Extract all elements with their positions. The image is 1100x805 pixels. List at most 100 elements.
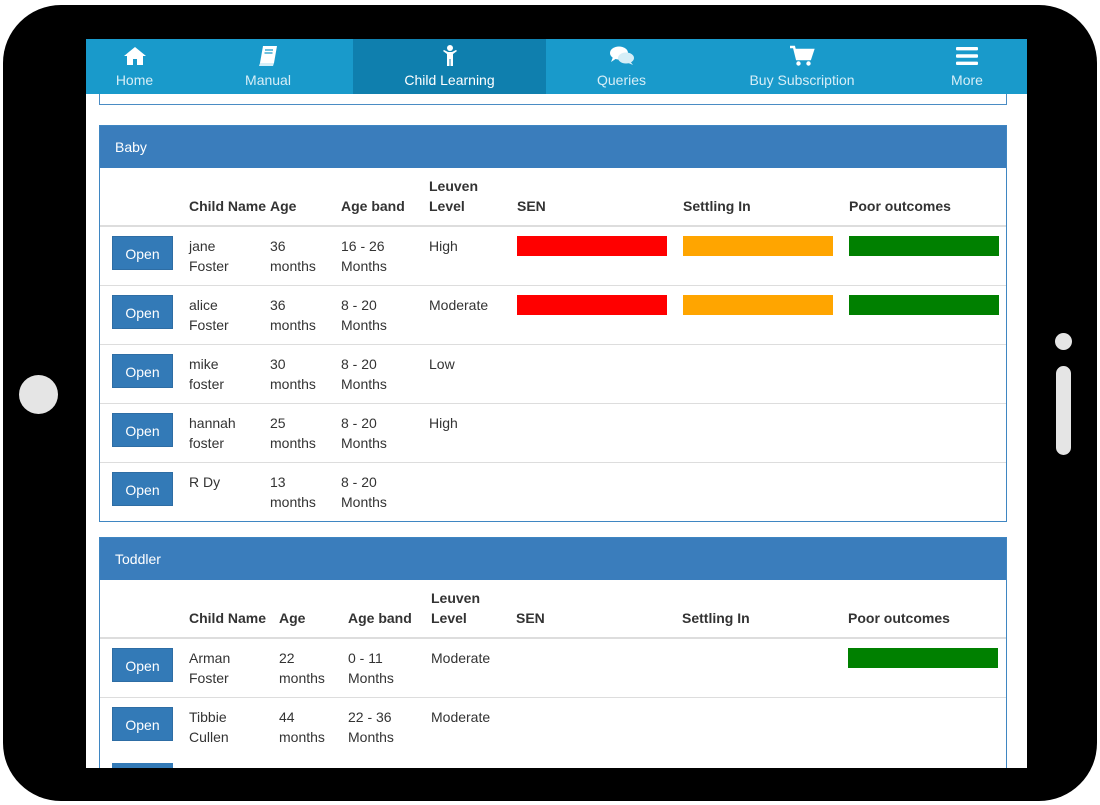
age-cell: 13 months [270,462,341,521]
age-cell: 30 months [270,344,341,404]
leuven-level-text: Low [429,356,455,372]
sen-cell [516,638,682,698]
poor-outcomes-cell [849,344,1006,404]
header-child-name: Child Name [189,580,279,639]
leuven-level-cell: Low [429,344,517,404]
leuven-level-cell: Moderate [431,697,516,756]
nav-buy-subscription-label: Buy Subscription [749,72,855,88]
sen-cell [517,344,683,404]
open-button[interactable]: Open [112,236,173,270]
open-cell: Open [100,344,189,404]
child-name-text: jane Foster [189,238,229,274]
open-cell: Open [100,226,189,286]
leuven-level-text: High [429,238,458,254]
age-band-cell: 8 - 20 Months [341,462,429,521]
sen-indicator-bar [517,295,667,315]
age-band-cell: 16 - 26 Months [341,226,429,286]
sen-indicator-bar [517,236,667,256]
age-band-cell: 0 - 11 Months [348,638,431,698]
nav-buy-subscription[interactable]: Buy Subscription [697,39,907,94]
nav-queries[interactable]: Queries [546,39,697,94]
age-band-text: 0 - 11 Months [348,650,394,686]
age-band-cell: 22 - 36 Months [348,697,431,756]
toddler-panel-title: Toddler [100,538,1006,580]
age-cell: 44 months [279,697,348,756]
baby-rows: Open jane Foster 36 months 16 - 26 Months Hi… [100,226,1006,521]
nav-child-learning[interactable]: Child Learning [353,39,546,94]
open-button[interactable]: Open [112,413,173,447]
leuven-level-text: Moderate [431,650,491,666]
nav-child-learning-label: Child Learning [404,72,495,88]
age-band-text: 8 - 20 Months [341,356,387,392]
top-navbar: Home Manual Child Learning Queries Buy S… [86,39,1027,94]
table-row: Open Tibbie Cullen 44 months 22 - 36 Months… [100,697,1006,756]
nav-more[interactable]: More [907,39,1027,94]
settling-in-cell [682,638,848,698]
age-cell: 36 months [270,285,341,345]
table-row: Open Arman Foster 22 months 0 - 11 Months Mo… [100,638,1006,698]
table-row: Open alice Foster 36 months 8 - 20 Months Mo… [100,285,1006,345]
nav-home[interactable]: Home [86,39,183,94]
open-button[interactable]: Open [112,472,173,506]
partial-open-button[interactable] [112,763,173,768]
open-cell: Open [100,697,189,756]
chat-icon [609,45,635,67]
table-row: Open mike foster 30 months 8 - 20 Months Low [100,344,1006,404]
child-name-cell: R Dy [189,462,270,521]
header-poor-outcomes: Poor outcomes [848,580,1006,639]
age-band-text: 16 - 26 Months [341,238,387,274]
child-name-cell: mike foster [189,344,270,404]
age-band-text: 8 - 20 Months [341,415,387,451]
nav-manual[interactable]: Manual [183,39,353,94]
nav-queries-label: Queries [596,72,647,88]
age-band-cell: 8 - 20 Months [341,285,429,345]
child-name-cell: jane Foster [189,226,270,286]
previous-panel-edge [99,94,1007,105]
open-button[interactable]: Open [112,354,173,388]
age-band-text: 8 - 20 Months [341,474,387,510]
open-button[interactable]: Open [112,648,173,682]
settling-in-cell [682,697,848,756]
baby-table-header: Child Name Age Age band Leuven Level SEN… [100,168,1006,227]
settling-in-cell [683,226,849,286]
child-name-text: hannah foster [189,415,236,451]
open-button[interactable]: Open [112,295,173,329]
nav-manual-label: Manual [245,72,291,88]
header-age-band: Age band [348,580,431,639]
poor-outcomes-cell [849,403,1006,463]
header-child-name: Child Name [189,168,270,227]
header-sen: SEN [517,168,683,227]
toddler-table-header: Child Name Age Age band Leuven Level SEN… [100,580,1006,639]
child-name-cell: Tibbie Cullen [189,697,279,756]
sen-cell [516,697,682,756]
open-cell: Open [100,285,189,345]
open-cell: Open [100,403,189,463]
leuven-level-cell: High [429,403,517,463]
age-text: 36 months [270,238,316,274]
header-open [100,580,189,639]
poor-outcomes-indicator-bar [849,295,999,315]
open-button[interactable]: Open [112,707,173,741]
leuven-level-cell: Moderate [429,285,517,345]
child-name-cell: hannah foster [189,403,270,463]
age-cell: 36 months [270,226,341,286]
home-icon [123,45,147,67]
age-text: 36 months [270,297,316,333]
nav-more-label: More [951,72,983,88]
screen: Home Manual Child Learning Queries Buy S… [86,39,1027,768]
header-age: Age [270,168,341,227]
poor-outcomes-indicator-bar [849,236,999,256]
age-band-cell: 8 - 20 Months [341,344,429,404]
child-name-text: Arman Foster [189,650,231,686]
tablet-home-button[interactable] [19,375,58,414]
open-cell: Open [100,638,189,698]
header-open [100,168,189,227]
sen-cell [517,285,683,345]
baby-panel: Baby Child Name Age Age band Leuven Leve… [99,125,1007,522]
sen-cell [517,403,683,463]
age-band-text: 22 - 36 Months [348,709,394,745]
header-age-band: Age band [341,168,429,227]
poor-outcomes-cell [849,462,1006,521]
settling-in-indicator-bar [683,295,833,315]
age-text: 30 months [270,356,316,392]
